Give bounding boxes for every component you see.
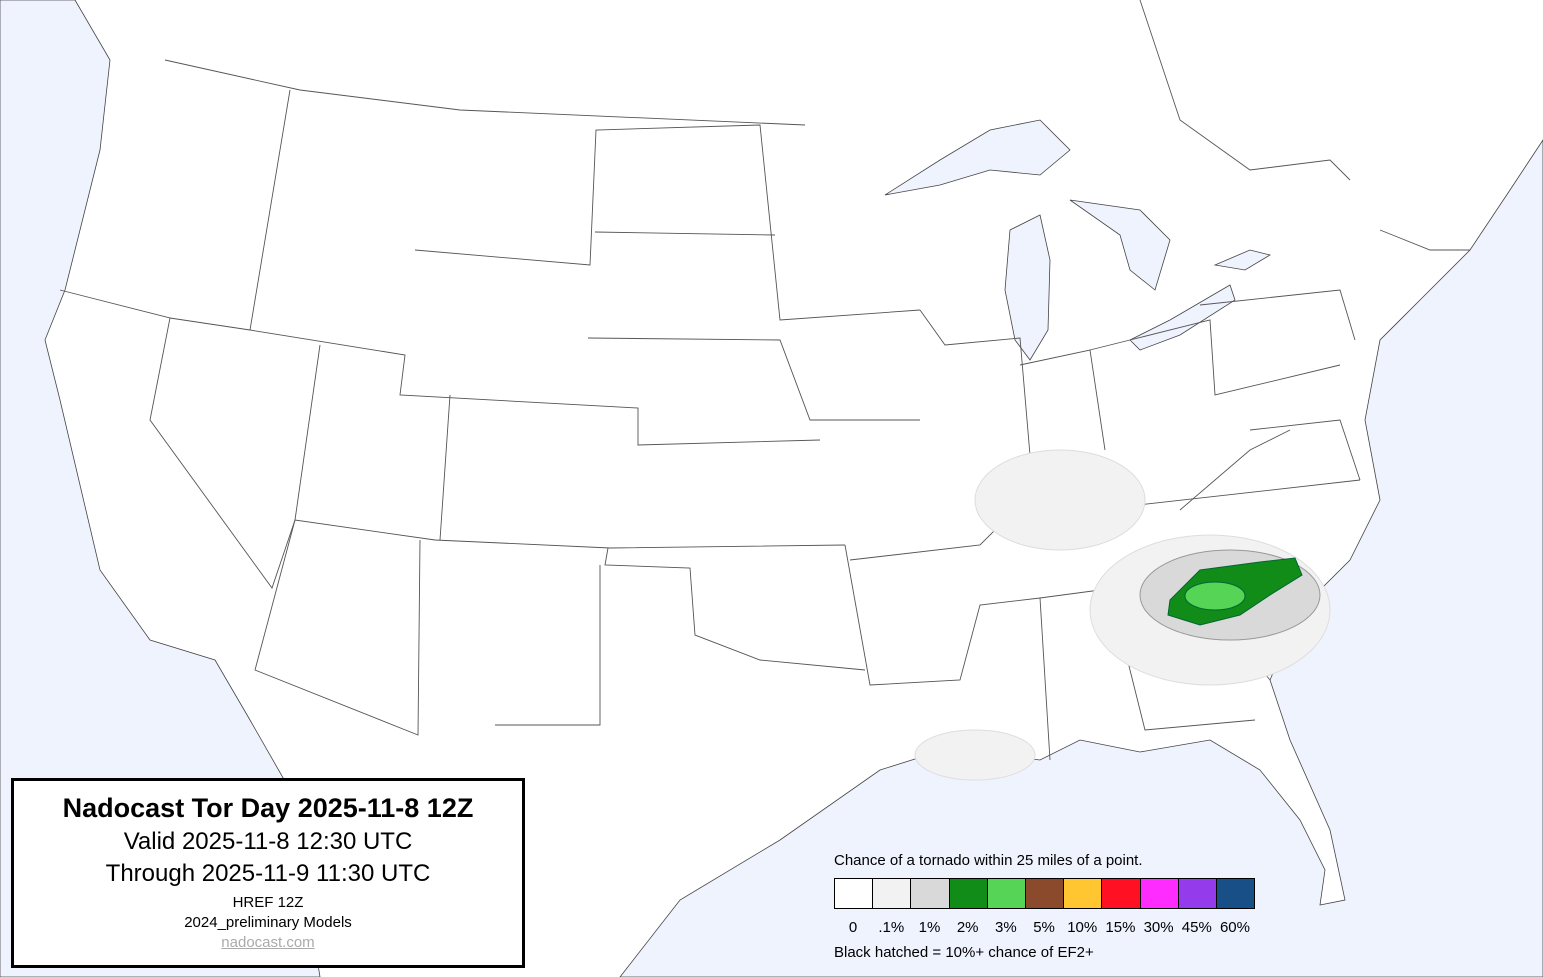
map-title: Nadocast Tor Day 2025-11-8 12Z (62, 793, 474, 823)
state-borders (59, 0, 1470, 761)
legend: Chance of a tornado within 25 miles of a… (834, 852, 1264, 961)
legend-swatch (1025, 879, 1065, 908)
model-run: HREF 12Z (232, 894, 304, 911)
lake-michigan (1004, 214, 1051, 361)
legend-label: 5% (1033, 919, 1055, 936)
legend-label: 0 (848, 919, 858, 936)
prob-3 (1184, 581, 1246, 611)
legend-swatch (1064, 879, 1103, 908)
site-link[interactable]: nadocast.com (221, 934, 315, 951)
legend-label: 1% (918, 919, 941, 936)
prob-0.1-ohio-valley (974, 449, 1146, 551)
legend-label: .1% (878, 919, 905, 936)
legend-swatch (873, 879, 912, 908)
legend-swatch (1216, 879, 1255, 908)
legend-label: 30% (1143, 919, 1174, 936)
lake-superior (884, 119, 1071, 196)
lake-ontario (1213, 249, 1272, 271)
legend-footnote: Black hatched = 10%+ chance of EF2+ (834, 944, 1094, 961)
legend-label: 3% (995, 919, 1017, 936)
lake-huron (1069, 199, 1171, 291)
legend-swatch (911, 879, 950, 908)
legend-label: 2% (956, 919, 979, 936)
legend-label: 10% (1067, 919, 1098, 936)
legend-label: 15% (1105, 919, 1136, 936)
legend-swatch (987, 879, 1026, 908)
title-box: Nadocast Tor Day 2025-11-8 12Z Valid 202… (11, 778, 525, 968)
legend-swatch (949, 879, 988, 908)
legend-heading: Chance of a tornado within 25 miles of a… (834, 852, 1143, 869)
legend-swatch (1178, 879, 1217, 908)
model-version: 2024_preliminary Models (184, 914, 352, 931)
probability-contours (914, 449, 1331, 781)
valid-time: Valid 2025-11-8 12:30 UTC (123, 828, 413, 855)
legend-label: 60% (1219, 919, 1250, 936)
legend-swatch (1140, 879, 1179, 908)
prob-0.1-louisiana (914, 729, 1036, 781)
legend-label: 45% (1181, 919, 1212, 936)
legend-swatches (834, 878, 1255, 909)
legend-swatch (1102, 879, 1141, 908)
legend-labels: 0 .1% 1% 2% 3% 5% 10% 15% 30% 45% 60% (834, 919, 1264, 936)
legend-swatch (835, 879, 874, 908)
through-time: Through 2025-11-9 11:30 UTC (105, 860, 431, 887)
